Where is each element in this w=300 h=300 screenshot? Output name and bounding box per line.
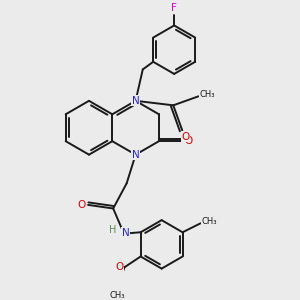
Text: O: O — [115, 262, 123, 272]
Text: F: F — [171, 3, 177, 14]
Text: H: H — [109, 225, 116, 235]
Text: CH₃: CH₃ — [202, 217, 217, 226]
Text: O: O — [182, 132, 190, 142]
Text: CH₃: CH₃ — [200, 90, 215, 99]
Text: N: N — [132, 96, 140, 106]
Text: N: N — [132, 150, 140, 160]
Text: N: N — [132, 150, 140, 160]
Text: N: N — [132, 96, 140, 106]
Text: CH₃: CH₃ — [110, 292, 125, 300]
Text: O: O — [184, 136, 193, 146]
Text: N: N — [122, 228, 130, 238]
Text: O: O — [78, 200, 86, 210]
